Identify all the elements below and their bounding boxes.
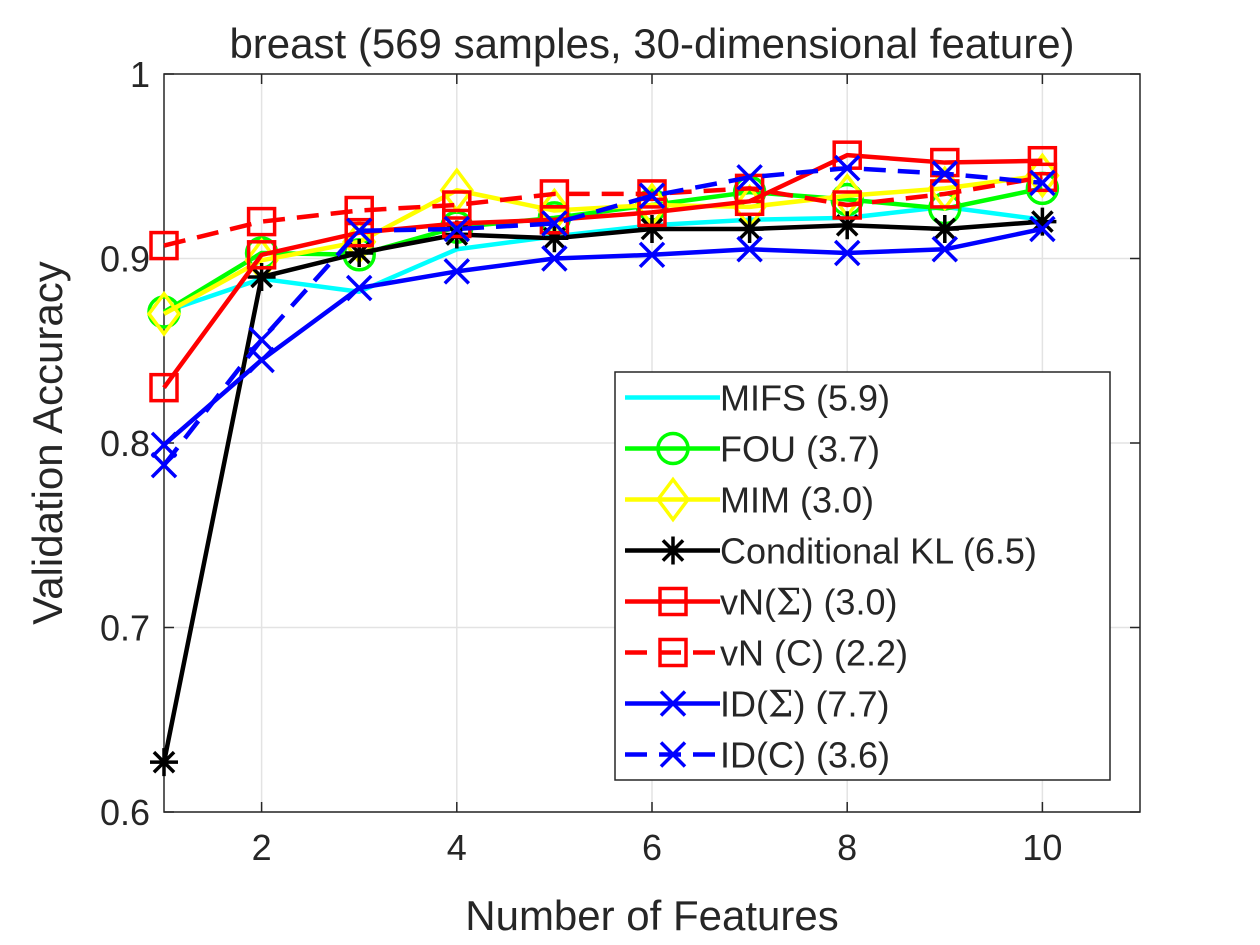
data-point [638, 241, 666, 269]
data-point [833, 154, 861, 182]
data-point [1025, 152, 1060, 199]
data-point [248, 326, 275, 353]
series-line [162, 226, 1043, 447]
x-axis-label: Number of Features [465, 892, 839, 939]
legend-box [614, 371, 1111, 781]
x-tick-label: 8 [837, 827, 857, 868]
series-mifs-5-9 [163, 204, 1043, 315]
x-tick-label: 10 [1022, 827, 1062, 868]
legend-entry: MIFS (5.9) [625, 378, 890, 419]
legend-marker [655, 476, 691, 523]
legend-marker [656, 431, 690, 466]
legend-entry: ID(Σ) (7.7) [625, 684, 889, 726]
data-point [150, 748, 178, 777]
data-point [930, 179, 960, 209]
data-point [442, 220, 471, 249]
series-line [161, 219, 1043, 763]
x-tick-label: 6 [642, 827, 662, 868]
series-vn-3-0 [149, 140, 1058, 403]
data-point [442, 190, 472, 220]
y-tick-label: 0.6 [100, 792, 150, 833]
x-tick-label: 2 [252, 827, 272, 868]
data-point [442, 208, 472, 239]
data-point [443, 215, 471, 243]
series-id-c-3-6 [150, 154, 1056, 479]
series-conditional-kl-6-5 [150, 207, 1057, 777]
x-tick-label: 4 [447, 827, 467, 868]
series-line [162, 152, 1043, 389]
data-point [345, 217, 373, 245]
series-line [163, 175, 1043, 248]
data-point [1028, 207, 1057, 236]
data-point [1027, 162, 1058, 193]
data-point [833, 239, 861, 267]
data-point [146, 290, 182, 337]
data-point [149, 372, 179, 403]
legend-label: FOU (3.7) [720, 429, 880, 470]
data-point [832, 190, 862, 220]
data-point [736, 164, 763, 191]
data-point [637, 197, 667, 228]
legend-label: vN(Σ) (3.0) [720, 582, 897, 624]
legend-entry: MIM (3.0) [625, 476, 874, 523]
data-point [541, 245, 568, 272]
legend-label: MIFS (5.9) [720, 378, 890, 419]
data-point [736, 236, 763, 263]
data-point [246, 206, 277, 237]
legend-marker [659, 741, 687, 768]
legend-entry: vN(Σ) (3.0) [625, 582, 897, 624]
data-point [246, 240, 277, 270]
data-point [443, 258, 471, 285]
y-tick-label: 0.7 [100, 608, 150, 649]
series-vn-c-2-2 [149, 162, 1058, 261]
legend-marker [659, 690, 687, 717]
legend-label: ID(Σ) (7.7) [720, 684, 889, 726]
legend-marker [658, 586, 688, 617]
legend-label: Conditional KL (6.5) [720, 531, 1037, 572]
legend-marker [658, 637, 688, 668]
data-point [540, 224, 569, 253]
legend-label: MIM (3.0) [720, 480, 874, 521]
y-tick-label: 0.9 [100, 239, 150, 280]
chart-title: breast (569 samples, 30-dimensional feat… [229, 20, 1074, 67]
data-point [1029, 169, 1056, 197]
data-point [735, 214, 764, 243]
data-point [931, 236, 959, 263]
legend: MIFS (5.9) FOU (3.7) MIM (3.0) Conditional … [614, 371, 1111, 781]
data-point [344, 195, 374, 226]
y-tick-label: 1 [130, 54, 150, 95]
data-point [150, 451, 178, 479]
data-point [149, 230, 179, 261]
series-layer [146, 140, 1060, 777]
y-tick-label: 0.8 [100, 423, 150, 464]
legend-entry: vN (C) (2.2) [625, 633, 908, 674]
data-point [1029, 215, 1056, 243]
legend-label: vN (C) (2.2) [720, 633, 908, 674]
data-point [541, 210, 568, 237]
legend-entry: Conditional KL (6.5) [625, 531, 1037, 572]
data-point [1027, 145, 1058, 176]
data-point [833, 211, 862, 240]
data-point [931, 160, 959, 187]
data-point [638, 182, 666, 210]
data-point [539, 179, 570, 209]
data-point [345, 274, 373, 302]
data-point [930, 214, 959, 243]
legend-marker [659, 536, 687, 565]
legend-label: ID(C) (3.6) [720, 735, 890, 776]
data-point [247, 262, 276, 291]
series-id-7-7 [150, 215, 1056, 459]
series-line [163, 204, 1043, 315]
legend-entry: ID(C) (3.6) [625, 735, 890, 776]
data-point [638, 214, 666, 243]
axes: 2 4 6 8 10 0.6 0.7 0.8 0.9 1 [100, 54, 1141, 868]
y-axis-label: Validation Accuracy [24, 261, 71, 624]
legend-entry: FOU (3.7) [625, 429, 880, 470]
series-line [162, 165, 1043, 467]
data-point [345, 238, 374, 267]
